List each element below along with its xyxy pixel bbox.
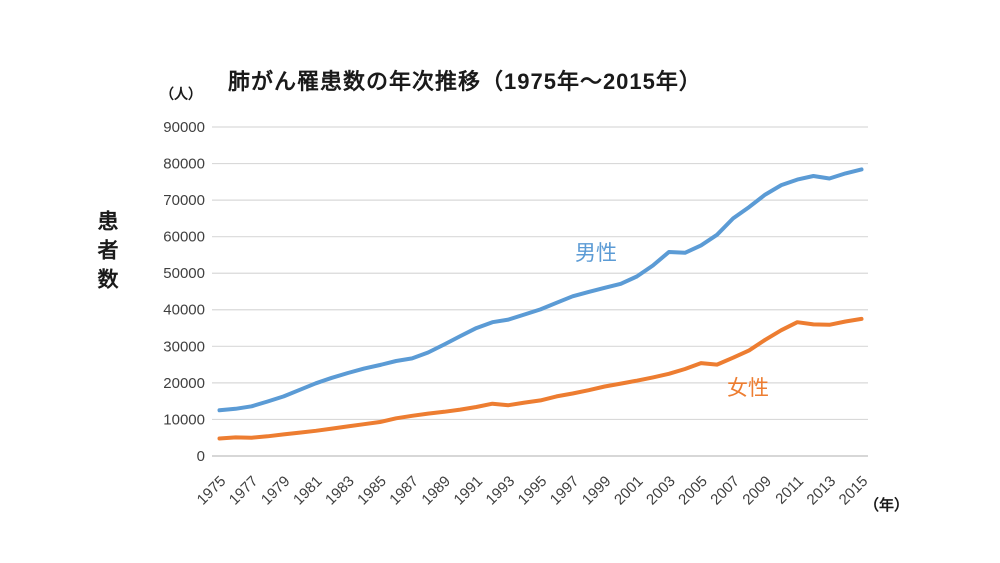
y-tick-label: 80000 [163, 156, 205, 173]
x-tick-label: 2003 [643, 473, 679, 509]
x-tick-label: 2001 [611, 473, 647, 509]
male-series-line [217, 167, 864, 413]
x-tick-label: 2013 [804, 473, 840, 509]
x-tick-label: 1985 [354, 473, 390, 509]
y-tick-label: 90000 [163, 119, 205, 136]
y-tick-label: 20000 [163, 375, 205, 392]
x-tick-label: 1983 [322, 473, 358, 509]
x-tick-label: 1977 [226, 473, 262, 509]
x-tick-label: 1979 [258, 473, 294, 509]
x-tick-label: 1995 [515, 473, 551, 509]
x-tick-label: 1981 [290, 473, 326, 509]
y-axis-unit-label: （人） [160, 86, 202, 102]
x-tick-label: 1975 [194, 473, 230, 509]
x-tick-label: 1987 [386, 473, 422, 509]
x-tick-label: 1991 [451, 473, 487, 509]
x-tick-label: 1997 [547, 473, 583, 509]
y-tick-label: 40000 [163, 302, 205, 319]
x-axis-unit-label: （年） [864, 497, 910, 514]
x-tick-label: 2009 [739, 473, 775, 509]
x-tick-label: 2011 [772, 473, 807, 508]
chart-title: 肺がん罹患数の年次推移（1975年～2015年） [228, 69, 702, 94]
x-tick-label: 2005 [675, 473, 711, 509]
x-tick-label: 1993 [483, 473, 519, 509]
x-tick-label: 1989 [418, 473, 454, 509]
y-axis-title: 患者数 [95, 210, 118, 297]
female-series-line [217, 316, 864, 441]
y-tick-label: 30000 [163, 338, 205, 355]
y-tick-label: 0 [197, 448, 205, 465]
y-tick-label: 70000 [163, 192, 205, 209]
male-series-label: 男性 [575, 242, 617, 265]
y-tick-label: 60000 [163, 229, 205, 246]
female-series-label: 女性 [727, 377, 769, 400]
x-tick-label: 2007 [707, 473, 743, 509]
y-tick-label: 10000 [163, 411, 205, 428]
x-tick-label: 1999 [579, 473, 615, 509]
y-tick-label: 50000 [163, 265, 205, 282]
